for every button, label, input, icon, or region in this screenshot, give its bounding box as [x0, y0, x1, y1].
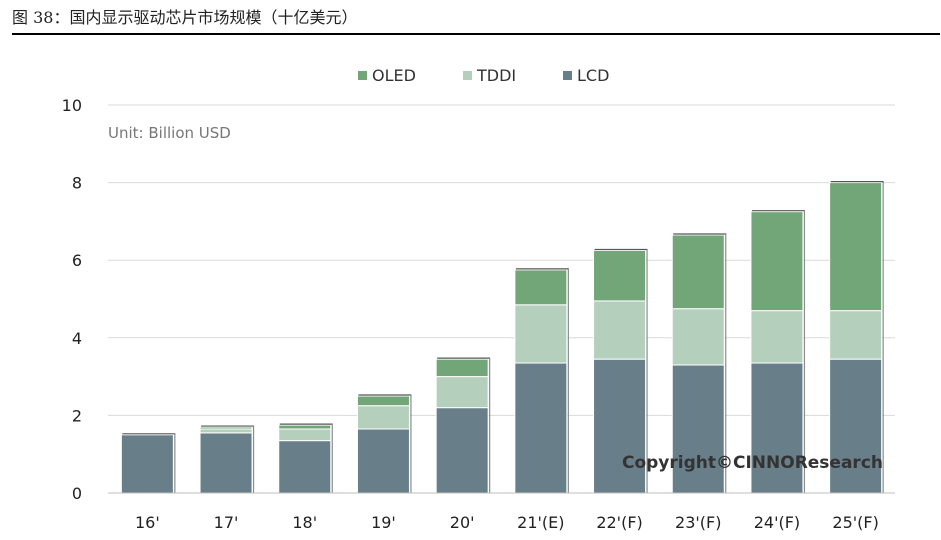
bar-stack: [278, 423, 333, 494]
bar-segment-tddi: [829, 310, 883, 360]
bar-segment-oled: [278, 424, 332, 430]
bar-segment-lcd: [356, 428, 410, 494]
bar-segment-tddi: [750, 310, 804, 364]
x-tick-label: 21'(E): [517, 513, 564, 532]
bar-segment-lcd: [671, 364, 725, 494]
legend-item-lcd: LCD: [563, 66, 609, 85]
legend-swatch: [463, 71, 472, 80]
bar-segment-oled: [199, 426, 253, 430]
x-tick-label: 16': [135, 513, 160, 532]
bar-segment-oled: [356, 395, 410, 407]
x-tick-label: 19': [371, 513, 396, 532]
legend-item-tddi: TDDI: [463, 66, 516, 85]
legend: OLED TDDI LCD: [358, 66, 609, 85]
bar-segment-tddi: [199, 428, 253, 434]
unit-label: Unit: Billion USD: [108, 124, 231, 142]
bar-segment-lcd: [435, 407, 489, 494]
bar-segment-oled: [514, 269, 568, 306]
bar-segment-tddi: [435, 376, 489, 409]
legend-swatch: [358, 71, 367, 80]
bar-stack: [514, 268, 569, 494]
bar-segment-lcd: [593, 358, 647, 494]
figure-title: 图 38：国内显示驱动芯片市场规模（十亿美元）: [12, 8, 358, 27]
y-tick-label: 8: [72, 174, 82, 193]
title-rule: [12, 33, 940, 35]
bar-stack: [435, 357, 491, 494]
legend-label: TDDI: [476, 66, 516, 85]
legend-label: LCD: [577, 66, 609, 85]
bar-stack: [356, 394, 412, 494]
y-tick-label: 10: [62, 96, 82, 115]
bar-stack: [199, 425, 255, 494]
bar-stack: [671, 233, 727, 494]
x-tick-label: 17': [214, 513, 239, 532]
y-tick-label: 0: [72, 484, 82, 503]
bar-segment-tddi: [514, 304, 568, 364]
legend-item-oled: OLED: [358, 66, 416, 85]
x-tick-label: 24'(F): [754, 513, 800, 532]
bar-segment-lcd: [750, 362, 804, 494]
y-tick-label: 4: [72, 329, 82, 348]
y-tick-label: 6: [72, 251, 82, 270]
bar-segment-oled: [671, 234, 725, 310]
x-axis-ticks: 16' 17' 18' 19' 20' 21'(E) 22'(F) 23'(F) 24'(F) 2…: [135, 513, 879, 532]
bar-segment-lcd: [829, 358, 883, 494]
x-tick-label: 22'(F): [596, 513, 642, 532]
bar-segment-lcd: [514, 362, 568, 494]
y-axis-ticks: 0 2 4 6 8 10: [62, 96, 82, 503]
bar-stack: [593, 248, 648, 494]
bar-segment-tddi: [356, 405, 410, 430]
bar-segment-tddi: [278, 428, 332, 442]
bar-stacks: [120, 181, 884, 494]
bar-segment-oled: [750, 211, 804, 312]
bar-segment-oled: [435, 358, 489, 378]
bar-segment-oled: [593, 250, 647, 302]
bar-segment-oled: [829, 182, 883, 312]
bar-segment-tddi: [593, 300, 647, 360]
x-tick-label: 20': [450, 513, 475, 532]
bar-stack: [120, 433, 176, 494]
bar-stack: [829, 181, 884, 494]
gridlines: [108, 104, 895, 416]
bar-segment-tddi: [671, 308, 725, 366]
x-tick-label: 23'(F): [675, 513, 721, 532]
bar-segment-lcd: [278, 440, 332, 494]
legend-label: OLED: [372, 66, 416, 85]
bar-segment-lcd: [199, 432, 253, 494]
copyright-annotation: Copyright©CINNOResearch: [622, 453, 883, 473]
x-tick-label: 18': [292, 513, 317, 532]
x-tick-label: 25'(F): [832, 513, 878, 532]
bar-stack: [750, 210, 806, 494]
bar-segment-lcd: [120, 434, 174, 494]
y-tick-label: 2: [72, 406, 82, 425]
legend-swatch: [563, 71, 572, 80]
